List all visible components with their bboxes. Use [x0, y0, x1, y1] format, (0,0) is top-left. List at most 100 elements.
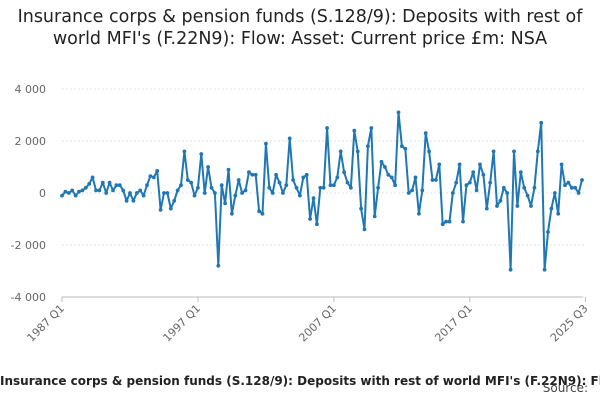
data-point	[430, 178, 435, 182]
data-point	[328, 183, 333, 188]
data-point	[175, 188, 180, 193]
data-point	[325, 126, 329, 130]
data-point	[209, 185, 214, 190]
data-point	[447, 219, 452, 224]
data-point	[434, 178, 438, 182]
data-point	[529, 204, 533, 208]
data-point	[355, 149, 360, 154]
data-point	[471, 170, 476, 175]
data-point	[216, 263, 221, 268]
data-point	[247, 170, 251, 175]
data-point	[206, 165, 211, 169]
data-point	[94, 188, 98, 193]
x-tick-label: 1997 Q1	[161, 302, 204, 345]
data-point	[546, 230, 550, 234]
data-point	[335, 175, 340, 180]
data-point	[505, 191, 510, 195]
data-point	[66, 191, 71, 195]
data-point	[498, 198, 503, 203]
data-point	[338, 149, 343, 154]
x-axis: 1987 Q1 1997 Q1 2007 Q1 2017 Q1 2025 Q3	[25, 296, 591, 345]
data-point	[332, 183, 336, 188]
data-point	[148, 174, 153, 179]
data-point	[488, 180, 493, 185]
legend: Insurance corps & pension funds (S.128/9…	[0, 374, 600, 388]
y-tick-label: 2 000	[15, 135, 47, 148]
data-point	[291, 178, 295, 182]
data-point	[192, 193, 197, 198]
data-point	[189, 180, 194, 185]
data-point	[77, 189, 81, 194]
data-point	[569, 185, 574, 190]
data-point	[281, 191, 285, 195]
data-point	[131, 198, 136, 203]
data-point	[413, 175, 418, 180]
data-point	[563, 183, 567, 188]
data-point	[559, 162, 564, 167]
data-point	[260, 211, 265, 216]
data-point	[566, 180, 571, 185]
data-point	[223, 201, 228, 206]
data-point	[386, 172, 391, 177]
data-point	[525, 193, 530, 198]
data-point	[362, 227, 367, 232]
data-point	[379, 159, 384, 164]
data-point	[321, 185, 326, 190]
data-point	[298, 193, 302, 198]
data-point	[444, 219, 448, 224]
data-point	[467, 180, 472, 185]
data-point	[406, 191, 411, 195]
data-point	[182, 149, 187, 154]
data-point	[389, 175, 394, 180]
data-point	[219, 183, 224, 188]
data-point	[464, 183, 469, 188]
data-point	[383, 165, 387, 169]
data-point	[484, 206, 489, 211]
data-point	[376, 185, 380, 190]
data-point	[457, 162, 462, 167]
y-tick-label: -2 000	[11, 239, 46, 252]
data-point	[141, 193, 146, 198]
x-tick-label: 2007 Q1	[296, 302, 339, 345]
data-point	[202, 191, 207, 195]
data-point	[556, 211, 561, 216]
data-point	[461, 219, 465, 224]
data-point	[168, 206, 173, 211]
data-point	[162, 191, 166, 195]
data-point	[270, 191, 275, 195]
data-point	[111, 188, 115, 193]
data-point	[576, 191, 581, 195]
data-point	[253, 172, 258, 177]
data-point	[226, 167, 231, 172]
y-tick-label: -4 000	[11, 291, 46, 304]
data-point	[236, 178, 241, 182]
data-point	[134, 191, 139, 195]
data-point	[308, 217, 312, 221]
chart-title: Insurance corps & pension funds (S.128/9…	[17, 7, 583, 49]
data-point	[100, 180, 105, 185]
data-point	[304, 172, 309, 177]
data-point	[349, 185, 353, 190]
data-point	[124, 198, 129, 203]
data-point	[454, 180, 459, 185]
data-point	[213, 191, 217, 195]
data-point	[185, 178, 190, 182]
source-label: Source:	[542, 381, 588, 395]
data-point	[508, 267, 513, 272]
data-point	[301, 175, 306, 180]
legend-label: Insurance corps & pension funds (S.128/9…	[0, 374, 600, 388]
data-point	[267, 185, 272, 190]
data-point	[257, 209, 261, 214]
data-point	[539, 120, 544, 125]
data-point	[393, 183, 397, 188]
data-point	[294, 185, 299, 190]
data-point	[552, 191, 557, 195]
data-point	[264, 141, 268, 146]
data-point	[155, 169, 160, 173]
data-point	[417, 211, 421, 216]
data-point	[474, 188, 479, 193]
data-point	[515, 204, 520, 208]
data-point	[518, 170, 523, 175]
data-point	[372, 214, 377, 219]
data-point	[542, 267, 547, 272]
